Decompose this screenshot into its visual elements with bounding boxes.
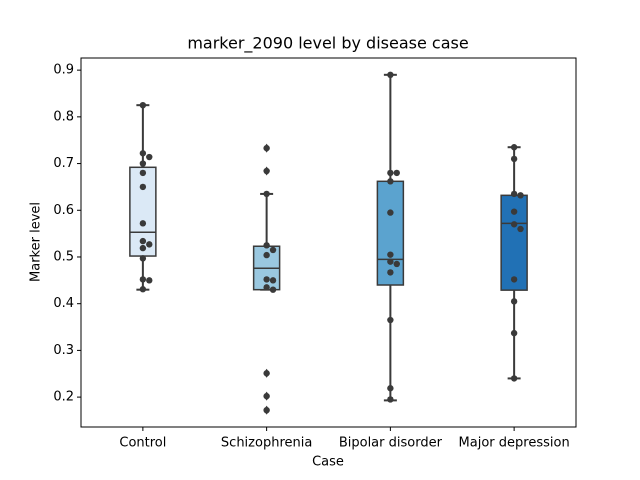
point bbox=[387, 269, 394, 276]
point bbox=[263, 406, 270, 414]
point bbox=[139, 237, 147, 245]
point bbox=[263, 251, 270, 259]
point bbox=[139, 255, 147, 262]
point bbox=[139, 160, 147, 167]
point bbox=[510, 144, 518, 151]
point bbox=[263, 144, 270, 152]
point bbox=[510, 298, 518, 305]
y-axis-label: Marker level bbox=[29, 202, 44, 282]
point bbox=[387, 251, 394, 258]
point bbox=[263, 167, 270, 175]
box bbox=[376, 180, 405, 286]
point bbox=[387, 71, 394, 79]
point bbox=[139, 101, 147, 109]
point bbox=[263, 276, 270, 283]
x-axis-label: Case bbox=[312, 455, 344, 470]
point bbox=[263, 392, 270, 400]
y-tick-label: 0.7 bbox=[53, 156, 74, 171]
point bbox=[387, 316, 394, 324]
y-tick-label: 0.4 bbox=[53, 296, 74, 311]
x-tick-label: Bipolar disorder bbox=[339, 436, 443, 451]
point bbox=[263, 370, 270, 377]
point bbox=[146, 241, 153, 248]
point bbox=[139, 183, 147, 191]
y-tick-label: 0.6 bbox=[53, 203, 74, 218]
y-tick-label: 0.8 bbox=[53, 109, 74, 124]
x-tick-label: Schizophrenia bbox=[221, 436, 312, 451]
point bbox=[269, 286, 277, 293]
x-tick-label: Control bbox=[119, 436, 166, 451]
point bbox=[517, 192, 524, 199]
y-tick-label: 0.3 bbox=[53, 343, 74, 358]
point bbox=[146, 277, 153, 284]
point bbox=[517, 225, 524, 233]
point bbox=[139, 244, 147, 252]
point bbox=[139, 286, 147, 293]
point bbox=[139, 169, 147, 177]
point bbox=[263, 242, 270, 249]
point bbox=[510, 221, 518, 228]
point bbox=[510, 208, 518, 215]
point bbox=[146, 153, 153, 161]
point bbox=[387, 178, 394, 185]
point bbox=[387, 169, 394, 177]
point bbox=[139, 276, 147, 283]
point bbox=[510, 190, 518, 198]
point bbox=[510, 329, 518, 337]
x-tick-label: Major depression bbox=[459, 436, 570, 451]
point bbox=[263, 190, 270, 198]
y-tick-label: 0.9 bbox=[53, 63, 74, 78]
y-tick-label: 0.5 bbox=[53, 249, 74, 264]
point bbox=[510, 375, 518, 382]
point bbox=[393, 169, 400, 177]
point bbox=[269, 246, 277, 254]
point bbox=[263, 284, 270, 291]
point bbox=[387, 209, 394, 216]
point bbox=[139, 220, 147, 227]
point bbox=[139, 150, 147, 157]
point bbox=[387, 385, 394, 392]
point bbox=[510, 276, 518, 283]
point bbox=[269, 277, 277, 284]
point bbox=[387, 258, 394, 265]
point bbox=[510, 155, 518, 163]
y-tick-label: 0.2 bbox=[53, 390, 74, 405]
point bbox=[393, 260, 400, 268]
point bbox=[387, 396, 394, 403]
plot-frame bbox=[80, 57, 577, 428]
chart-title: marker_2090 level by disease case bbox=[187, 34, 468, 54]
